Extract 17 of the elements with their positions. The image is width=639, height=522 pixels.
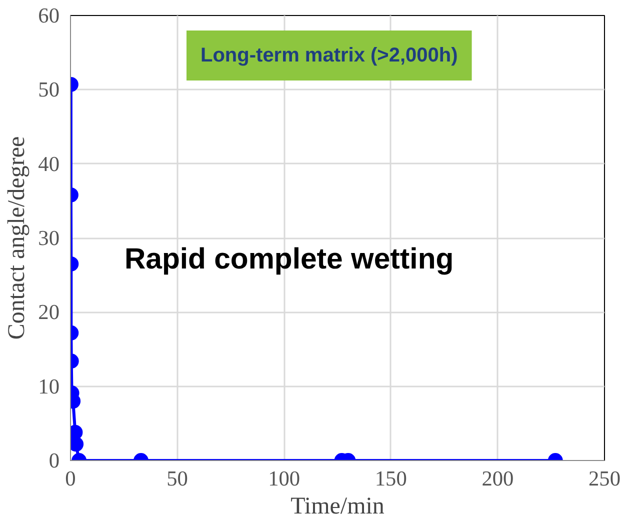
y-tick-label: 60 bbox=[38, 4, 60, 28]
y-tick-label: 20 bbox=[38, 300, 60, 324]
y-tick-label: 50 bbox=[38, 78, 60, 102]
x-tick-label: 200 bbox=[482, 466, 514, 490]
x-tick-label: 0 bbox=[65, 466, 76, 490]
annotation: Rapid complete wetting bbox=[124, 242, 454, 276]
x-tick-label: 50 bbox=[166, 466, 188, 490]
y-axis-title: Contact angle/degree bbox=[4, 136, 30, 340]
y-tick-label: 40 bbox=[38, 152, 60, 176]
x-axis-title: Time/min bbox=[290, 494, 384, 520]
x-tick-label: 250 bbox=[588, 466, 621, 490]
x-tick-label: 150 bbox=[374, 466, 407, 490]
y-tick-label: 0 bbox=[48, 448, 60, 472]
x-tick-label: 100 bbox=[268, 466, 300, 490]
y-tick-label: 30 bbox=[38, 226, 60, 250]
y-tick-label: 10 bbox=[38, 374, 60, 398]
annotation: Long-term matrix (>2,000h) bbox=[200, 44, 458, 66]
